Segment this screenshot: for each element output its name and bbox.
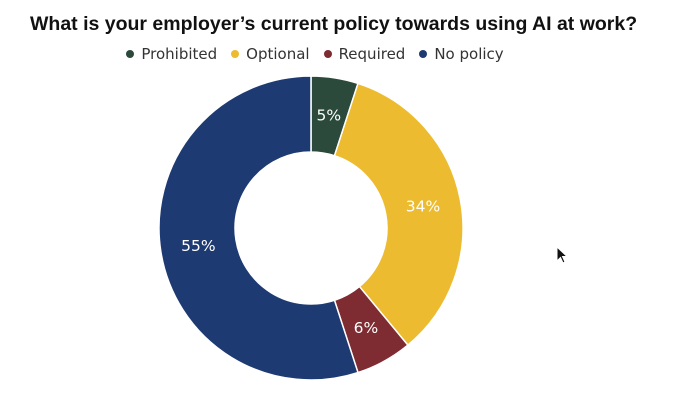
legend-label-required: Required (338, 45, 406, 63)
legend-item-no-policy[interactable]: No policy (419, 45, 504, 63)
legend-swatch-optional (231, 50, 240, 58)
legend-item-optional[interactable]: Optional (231, 45, 310, 63)
legend-label-prohibited: Prohibited (141, 45, 218, 63)
legend-item-prohibited[interactable]: Prohibited (126, 45, 217, 63)
legend-item-required[interactable]: Required (323, 45, 406, 63)
legend-swatch-prohibited (126, 50, 135, 58)
data-label-required: 6% (354, 319, 379, 337)
legend-swatch-no-policy (419, 50, 428, 58)
donut-slice-no-policy[interactable] (158, 75, 359, 381)
chart-title: What is your employer’s current policy t… (30, 13, 638, 35)
legend-label-optional: Optional (246, 45, 310, 63)
data-label-optional: 34% (406, 198, 440, 216)
data-label-prohibited: 5% (317, 106, 342, 124)
donut-slice-optional[interactable] (333, 82, 464, 347)
mouse-cursor-icon (556, 246, 569, 264)
data-label-no-policy: 55% (181, 237, 215, 255)
legend-swatch-required (323, 50, 332, 58)
legend-label-no-policy: No policy (434, 45, 504, 63)
chart-legend: Prohibited Optional Required No policy (0, 45, 630, 63)
